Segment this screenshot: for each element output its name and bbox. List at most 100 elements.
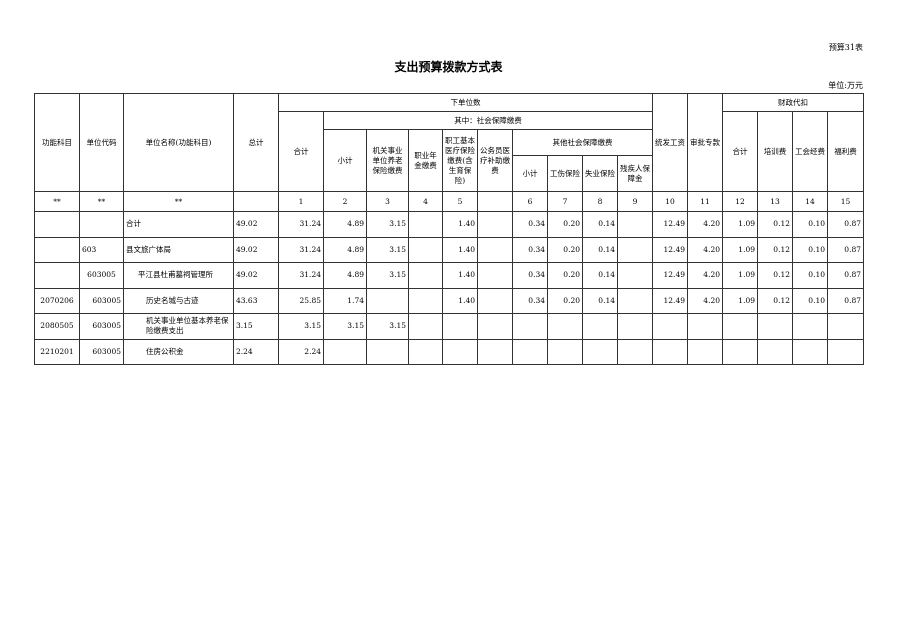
table-cell (617, 211, 653, 238)
table-cell (442, 313, 478, 340)
table-cell (366, 338, 409, 365)
table-cell (34, 236, 80, 263)
header-medical: 职工基本医疗保险缴费(含生育保险) (442, 129, 478, 192)
table-cell: 12.49 (652, 262, 688, 289)
header-civil-medical: 公务员医疗补助缴费 (477, 129, 513, 192)
table-row: 合计 49.02 31.24 4.89 3.15 1.40 0.34 0.20 0.14 12.4… (34, 211, 864, 238)
table-cell (79, 211, 124, 238)
table-cell: 49.02 (233, 262, 279, 289)
header-unified-salary: 统发工资 (652, 93, 688, 192)
table-row: 2070206 603005 历史名城与古迹 43.63 25.85 1.74 1.40 0.… (34, 287, 864, 314)
header-injury: 工伤保险 (547, 155, 583, 192)
table-cell: 0.87 (827, 211, 864, 238)
table-cell (547, 338, 583, 365)
header-approved-funds: 审批专款 (687, 93, 723, 192)
index-cell: 10 (652, 191, 688, 212)
table-cell (408, 211, 443, 238)
table-cell (582, 338, 618, 365)
table-cell: 3.15 (366, 262, 409, 289)
index-cell: 3 (366, 191, 409, 212)
table-cell: 0.10 (792, 287, 828, 314)
table-cell (477, 211, 513, 238)
table-cell (582, 313, 618, 340)
table-cell (547, 313, 583, 340)
header-ss-subtotal: 小计 (323, 129, 367, 192)
header-sub-total: 合计 (278, 111, 324, 192)
table-cell: 0.34 (512, 287, 548, 314)
table-cell: 历史名城与古迹 (123, 287, 234, 314)
table-cell (323, 338, 367, 365)
index-cell (477, 191, 513, 212)
table-cell: 4.20 (687, 287, 723, 314)
table-cell: 0.14 (582, 211, 618, 238)
table-cell (408, 338, 443, 365)
budget-table: 功能科目 单位代码 单位名称(功能科目) 总计 下单位数 统发工资 审批专款 财… (34, 93, 864, 365)
table-cell (792, 313, 828, 340)
index-cell: 14 (792, 191, 828, 212)
table-cell: 3.15 (323, 313, 367, 340)
index-cell: 11 (687, 191, 723, 212)
index-cell: 5 (442, 191, 478, 212)
table-cell: 0.12 (757, 236, 793, 263)
table-cell: 2070206 (34, 287, 80, 314)
table-cell: 0.87 (827, 262, 864, 289)
table-cell: 603005 (79, 313, 124, 340)
table-cell: 平江县杜甫墓祠管理所 (123, 262, 234, 289)
table-cell: 0.10 (792, 236, 828, 263)
table-cell (792, 338, 828, 365)
table-cell (652, 313, 688, 340)
header-code: 单位代码 (79, 93, 124, 192)
table-cell (687, 338, 723, 365)
table-row: 603 县文旅广体局 49.02 31.24 4.89 3.15 1.40 0.34 0.20 0… (34, 236, 864, 263)
table-cell: 0.20 (547, 262, 583, 289)
header-disability: 残疾人保障金 (617, 155, 653, 192)
header-fiscal-deduct: 财政代扣 (722, 93, 864, 112)
index-cell: 7 (547, 191, 583, 212)
table-cell (617, 287, 653, 314)
header-of-which: 其中：社会保障缴费 (323, 111, 653, 130)
table-cell: 12.49 (652, 211, 688, 238)
table-cell: 0.87 (827, 236, 864, 263)
table-cell: 0.12 (757, 211, 793, 238)
table-cell (827, 313, 864, 340)
table-cell: 49.02 (233, 211, 279, 238)
table-cell (512, 338, 548, 365)
index-cell: 8 (582, 191, 618, 212)
table-cell: 0.34 (512, 236, 548, 263)
table-cell: 603005 (79, 262, 124, 289)
header-sub-units: 下单位数 (278, 93, 653, 112)
index-cell: 9 (617, 191, 653, 212)
table-cell (827, 338, 864, 365)
table-cell: 3.15 (278, 313, 324, 340)
table-row: 603005 平江县杜甫墓祠管理所 49.02 31.24 4.89 3.15 1.40 0.… (34, 262, 864, 289)
table-cell: 4.89 (323, 211, 367, 238)
table-cell: 1.40 (442, 211, 478, 238)
table-cell: 0.14 (582, 287, 618, 314)
table-cell: 4.20 (687, 211, 723, 238)
table-cell: 4.20 (687, 236, 723, 263)
table-cell (477, 338, 513, 365)
table-cell: 1.40 (442, 236, 478, 263)
table-cell: 0.34 (512, 211, 548, 238)
table-cell: 1.09 (722, 236, 758, 263)
header-other-subtotal: 小计 (512, 155, 548, 192)
table-cell: 0.14 (582, 236, 618, 263)
table-cell: 1.40 (442, 287, 478, 314)
index-cell: ** (123, 191, 234, 212)
table-cell: 0.20 (547, 287, 583, 314)
index-cell: 13 (757, 191, 793, 212)
table-cell: 12.49 (652, 287, 688, 314)
unit-label: 单位:万元 (828, 81, 863, 90)
form-tag: 预算31表 (828, 43, 863, 52)
table-cell: 31.24 (278, 236, 324, 263)
table-cell: 2080505 (34, 313, 80, 340)
table-cell: 3.15 (233, 313, 279, 340)
table-cell (366, 287, 409, 314)
table-cell: 0.12 (757, 262, 793, 289)
index-cell: 4 (408, 191, 443, 212)
index-cell: 12 (722, 191, 758, 212)
table-cell: 2.24 (278, 338, 324, 365)
table-cell: 0.87 (827, 287, 864, 314)
header-union: 工会经费 (792, 111, 828, 192)
table-cell (477, 262, 513, 289)
